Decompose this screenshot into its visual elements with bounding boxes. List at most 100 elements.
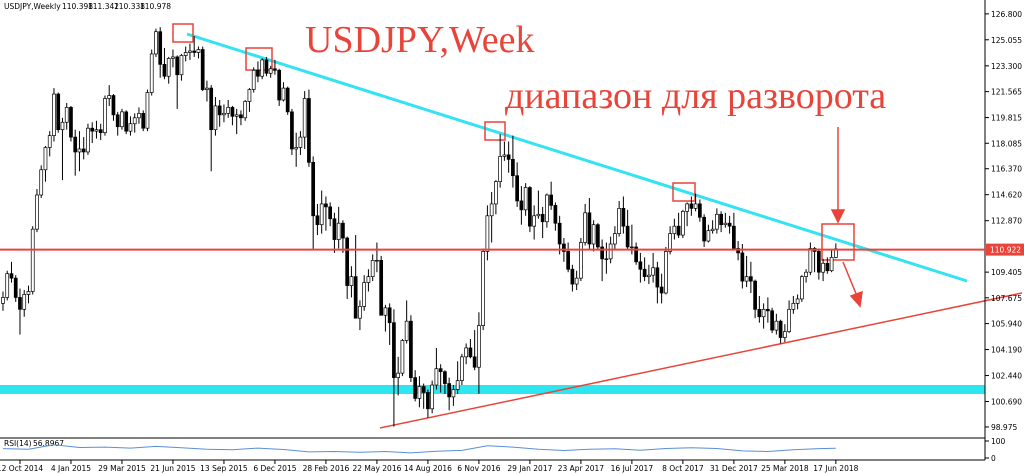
candle-body (375, 259, 379, 262)
candle-body (379, 259, 384, 316)
x-tick-label: 22 May 2016 (352, 464, 401, 473)
candle-body (115, 114, 120, 128)
candle-body (26, 291, 31, 295)
candle-body (145, 92, 150, 129)
candle-body (681, 210, 685, 236)
candle-body (336, 222, 341, 240)
candle-body (579, 242, 583, 279)
candle-body (451, 389, 456, 398)
y-tick-label: 123.300 (991, 62, 1022, 71)
candle-body (702, 216, 706, 242)
header-close: 110.978 (140, 2, 171, 11)
rsi-line (2, 444, 836, 454)
candle-body (664, 251, 668, 294)
candle-body (226, 107, 231, 114)
candle-body (829, 257, 834, 272)
candle-body (285, 87, 290, 113)
candle-body (634, 246, 638, 263)
highlight-box (172, 23, 194, 43)
candle-body (345, 237, 350, 286)
candle-body (774, 320, 779, 331)
candle-body (617, 208, 621, 234)
candle-body (171, 56, 175, 59)
candle-body (154, 31, 158, 55)
x-tick-label: 12 Oct 2014 (0, 464, 43, 473)
candle-body (540, 213, 545, 223)
candle-body (324, 203, 328, 208)
candle-body (659, 286, 664, 294)
candle-body (485, 215, 490, 252)
candle-body (710, 228, 715, 231)
candle-body (149, 53, 154, 93)
candle-body (94, 129, 99, 132)
candle-body (557, 222, 562, 245)
candle-body (243, 101, 248, 119)
candle-body (213, 105, 218, 131)
candle-body (90, 127, 95, 132)
candle-body (362, 282, 367, 307)
candle-body (668, 233, 672, 252)
candle-body (570, 268, 575, 285)
y-tick-label: 114.620 (991, 191, 1022, 200)
candle-body (13, 277, 18, 298)
candle-body (77, 148, 82, 153)
candle-body (523, 187, 528, 211)
candle-body (770, 310, 774, 331)
arrow-head (849, 290, 863, 308)
candle-body (141, 112, 146, 129)
candle-body (596, 224, 600, 248)
rsi-tick-label: 100 (991, 437, 1006, 446)
candle-body (515, 175, 519, 202)
candle-body (642, 268, 647, 278)
candle-body (817, 251, 821, 273)
candle-body (217, 105, 222, 116)
candle-body (800, 276, 804, 300)
candle-body (468, 347, 473, 358)
candle-body (341, 222, 345, 239)
candle-body (719, 213, 723, 226)
candle-body (698, 203, 702, 218)
header-high: 111.342 (88, 2, 119, 11)
candle-body (804, 271, 808, 278)
y-tick-label: 126.800 (991, 10, 1022, 19)
candle-body (787, 308, 791, 332)
candle-body (693, 203, 698, 209)
candle-body (366, 276, 371, 283)
candle-body (477, 325, 481, 368)
x-tick-label: 6 Nov 2016 (457, 464, 500, 473)
candle-body (205, 87, 209, 90)
candle-body (52, 93, 56, 136)
candle-body (120, 111, 124, 128)
candle-body (111, 95, 116, 116)
candle-body (502, 154, 507, 157)
candle-body (60, 121, 65, 131)
candle-body (672, 225, 677, 234)
arrow (842, 261, 858, 297)
candle-body (9, 273, 14, 279)
candle-body (103, 98, 107, 133)
candle-body (498, 156, 502, 182)
candle-body (30, 228, 35, 292)
highlight-box (672, 182, 696, 202)
candle-body (81, 148, 86, 153)
candle-body (651, 267, 655, 276)
candle-body (783, 331, 787, 338)
candle-body (549, 194, 553, 206)
candle-body (86, 127, 90, 153)
candle-body (625, 225, 630, 248)
candle-body (319, 203, 324, 226)
x-tick-label: 23 Apr 2017 (558, 464, 605, 473)
candle-body (604, 258, 609, 260)
y-tick-label: 121.565 (991, 88, 1022, 97)
candle-body (676, 225, 681, 236)
candle-body (511, 159, 515, 177)
candle-body (137, 112, 141, 119)
candle-body (273, 68, 277, 71)
y-tick-label: 109.405 (991, 268, 1022, 277)
candle-body (795, 298, 800, 304)
arrow-head (830, 209, 846, 224)
highlight-box (821, 223, 855, 261)
candle-body (528, 187, 532, 227)
candle-body (455, 380, 460, 390)
